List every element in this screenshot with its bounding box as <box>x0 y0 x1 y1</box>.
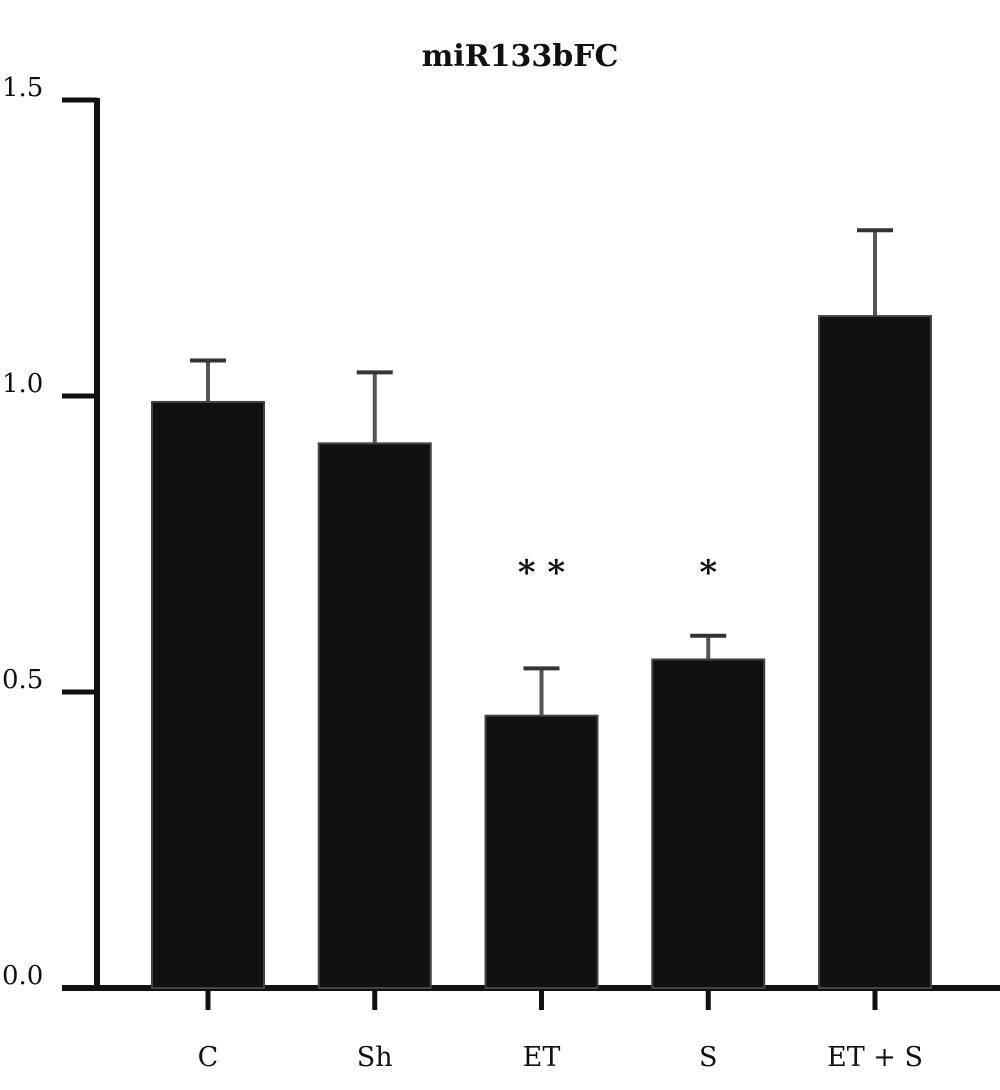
x-tick-label: C <box>198 1042 219 1073</box>
chart-title: miR133bFC <box>422 39 619 74</box>
x-tick-label: Sh <box>357 1042 393 1073</box>
bar-et <box>484 714 599 989</box>
x-axis: C Sh ET S ET + S <box>62 985 1000 1073</box>
x-tick-label: ET <box>523 1042 561 1073</box>
y-tick-label: 0.0 <box>2 961 43 991</box>
y-axis: 0.0 0.5 1.0 1.5 <box>2 73 100 991</box>
bar-s <box>651 658 766 989</box>
bar-et-s <box>818 315 932 989</box>
y-tick-label: 0.5 <box>2 665 43 695</box>
significance-marker: * <box>699 553 717 593</box>
y-tick-label: 1.5 <box>2 73 43 103</box>
bar-c <box>151 400 265 990</box>
x-tick-label: S <box>699 1042 718 1073</box>
bars: * * * <box>151 228 932 990</box>
significance-marker: * * <box>518 553 566 593</box>
bar-sh <box>317 442 432 989</box>
x-tick-label: ET + S <box>827 1042 923 1073</box>
y-tick-label: 1.0 <box>2 369 43 399</box>
